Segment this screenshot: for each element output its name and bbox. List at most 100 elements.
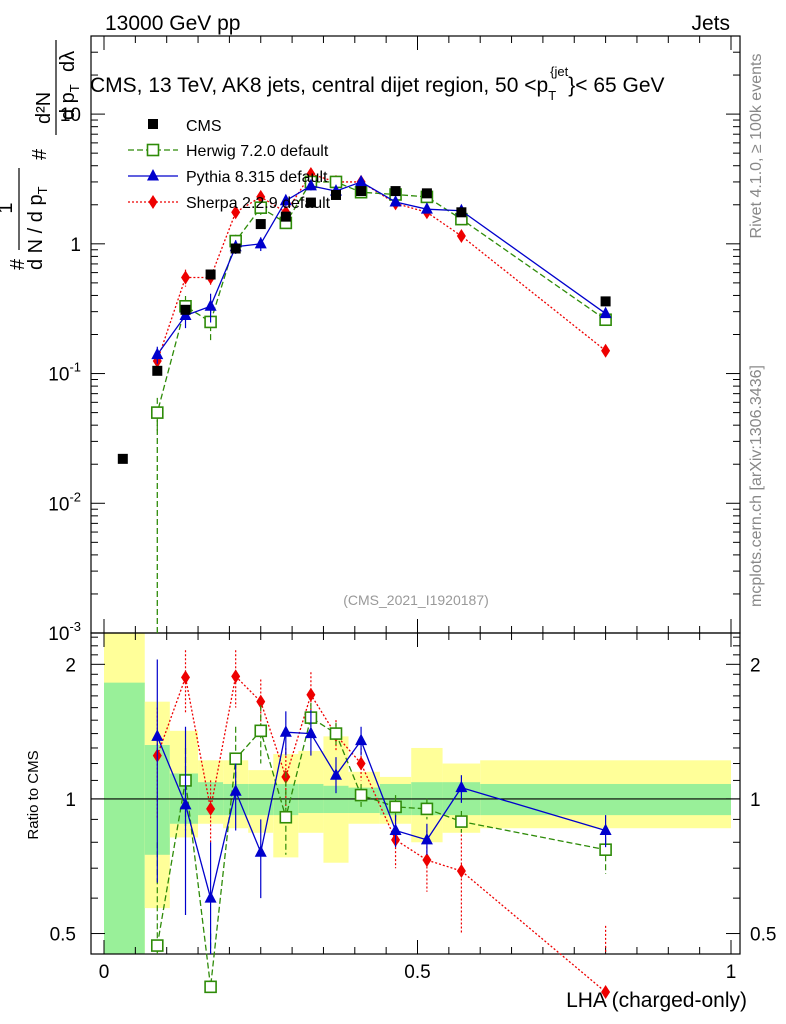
- ratio-point-pythia-1: [179, 797, 192, 810]
- legend-marker-pythia: [147, 169, 159, 181]
- axis-ticks: [91, 35, 740, 954]
- band-inner-13: [480, 783, 731, 816]
- ylabel-dN: d N / d pT: [25, 186, 50, 270]
- main-point-cms-5: [255, 219, 266, 230]
- ylabel-dpT: d pT: [57, 84, 82, 120]
- main-point-herwig-4: [254, 201, 268, 214]
- main-ytick-base-0: 10: [48, 624, 69, 645]
- xtick-label-2: 1: [726, 962, 737, 983]
- ratio-point-herwig-11: [455, 815, 468, 828]
- ratio-uncertainty-bands: [104, 633, 731, 954]
- ratio-point-herwig-10: [420, 802, 434, 816]
- main-point-pythia-9: [389, 195, 402, 207]
- main-point-cms-7: [305, 197, 316, 208]
- ratio-point-herwig-9: [389, 800, 402, 814]
- legend-label-cms: CMS: [186, 118, 222, 135]
- ratio-point-sherpa-2: [206, 801, 216, 816]
- ratio-point-pythia-11: [455, 780, 468, 793]
- ratio-point-pythia-8: [355, 733, 368, 746]
- main-plot-series: [117, 167, 612, 633]
- ratio-ytick-label-right-1: 1: [750, 790, 761, 811]
- ratio-point-pythia-7: [329, 768, 342, 780]
- main-ytick-base-2: 10: [48, 365, 69, 386]
- x-axis-label: LHA (charged-only): [566, 989, 747, 1012]
- main-point-pythia-8: [355, 174, 368, 187]
- main-point-sherpa-1: [181, 270, 191, 285]
- analysis-id: (CMS_2021_I1920187): [343, 592, 489, 608]
- main-point-pythia-0: [151, 347, 164, 360]
- ratio-point-sherpa-3: [231, 669, 241, 684]
- legend-marker-sherpa: [148, 195, 158, 209]
- ratio-ytick-label-right-2: 2: [750, 655, 761, 676]
- ratio-point-sherpa-1: [181, 670, 191, 685]
- main-ytick-exp-0: -3: [69, 619, 81, 634]
- legend: CMS Herwig 7.2.0 default Pythia 8.315 de…: [128, 118, 331, 212]
- main-point-cms-11: [421, 188, 432, 199]
- ratio-plot-series: [150, 650, 612, 1000]
- main-point-pythia-4: [254, 236, 267, 249]
- ratio-ytick-label-left-0: 0.5: [50, 925, 76, 946]
- main-point-cms-9: [356, 186, 367, 197]
- ylabel-dN-text: d N / d p: [25, 194, 47, 270]
- main-point-sherpa-12: [601, 343, 611, 358]
- ylabel-hash-2: #: [29, 148, 51, 160]
- main-point-pythia-12: [599, 306, 612, 319]
- main-point-sherpa-3: [231, 205, 241, 220]
- ratio-point-sherpa-4: [256, 694, 266, 709]
- main-point-cms-2: [180, 304, 191, 315]
- ratio-point-sherpa-10: [422, 853, 432, 868]
- mcplots-url-label: mcplots.cern.ch [arXiv:1306.3436]: [748, 365, 765, 607]
- ratio-point-sherpa-11: [456, 863, 466, 878]
- title-main: CMS, 13 TeV, AK8 jets, central dijet reg…: [90, 74, 548, 97]
- main-ytick-label-4: 10: [60, 105, 81, 126]
- ratio-point-pythia-6: [304, 726, 317, 739]
- main-point-pythia-10: [420, 202, 433, 214]
- ylabel-hash-1: #: [7, 258, 29, 270]
- title-sup-jet: {jet: [550, 64, 568, 79]
- xtick-label-0: 0: [99, 962, 110, 983]
- ratio-point-herwig-2: [204, 980, 217, 994]
- main-point-cms-4: [230, 243, 241, 254]
- main-point-sherpa-4: [256, 189, 266, 204]
- ylabel-dN-T: T: [35, 186, 50, 194]
- ratio-line-herwig: [156, 716, 606, 987]
- ylabel-one: 1: [0, 202, 17, 213]
- legend-label-pythia: Pythia 8.315 default: [186, 169, 328, 186]
- ratio-point-sherpa-12: [601, 985, 611, 1000]
- legend-marker-herwig: [146, 143, 160, 157]
- legend-label-herwig: Herwig 7.2.0 default: [186, 143, 329, 160]
- legend-label-sherpa: Sherpa 2.2.9 default: [186, 195, 331, 212]
- main-point-pythia-2: [204, 299, 217, 311]
- main-point-pythia-6: [304, 178, 317, 191]
- ratio-point-herwig-4: [254, 724, 268, 738]
- main-point-cms-3: [205, 269, 216, 280]
- legend-marker-cms: [148, 119, 158, 129]
- main-point-sherpa-11: [456, 228, 466, 243]
- header-right: Jets: [691, 12, 730, 35]
- rivet-version-label: Rivet 4.1.0, ≥ 100k events: [748, 54, 765, 239]
- ratio-point-herwig-0: [150, 939, 164, 952]
- title-tail: }< 65 GeV: [568, 74, 664, 97]
- x-tick-labels: 0 0.5 1: [99, 962, 737, 983]
- main-ytick-label-1: 10-2: [48, 489, 81, 515]
- main-ylabel: 1 d N / d pT # # d²N d pT dλ: [0, 40, 82, 270]
- main-line-herwig: [156, 181, 606, 633]
- ratio-point-pythia-9: [389, 823, 402, 835]
- ylabel-d2N: d²N: [33, 92, 55, 124]
- ratio-line-sherpa: [156, 674, 607, 993]
- main-point-cms-10: [390, 186, 401, 197]
- main-point-cms-6: [280, 211, 291, 222]
- xtick-label-1: 0.5: [404, 962, 430, 983]
- main-point-pythia-5: [279, 193, 292, 206]
- ratio-point-sherpa-8: [356, 756, 366, 771]
- ratio-point-pythia-12: [599, 823, 612, 835]
- ratio-point-pythia-5: [279, 725, 292, 737]
- header-left: 13000 GeV pp: [105, 12, 240, 35]
- ratio-point-pythia-10: [420, 832, 433, 845]
- ratio-plot-frame: [90, 632, 741, 955]
- ratio-point-pythia-4: [254, 845, 267, 857]
- ratio-point-pythia-2: [204, 891, 217, 903]
- ylabel-dl: dλ: [57, 51, 79, 72]
